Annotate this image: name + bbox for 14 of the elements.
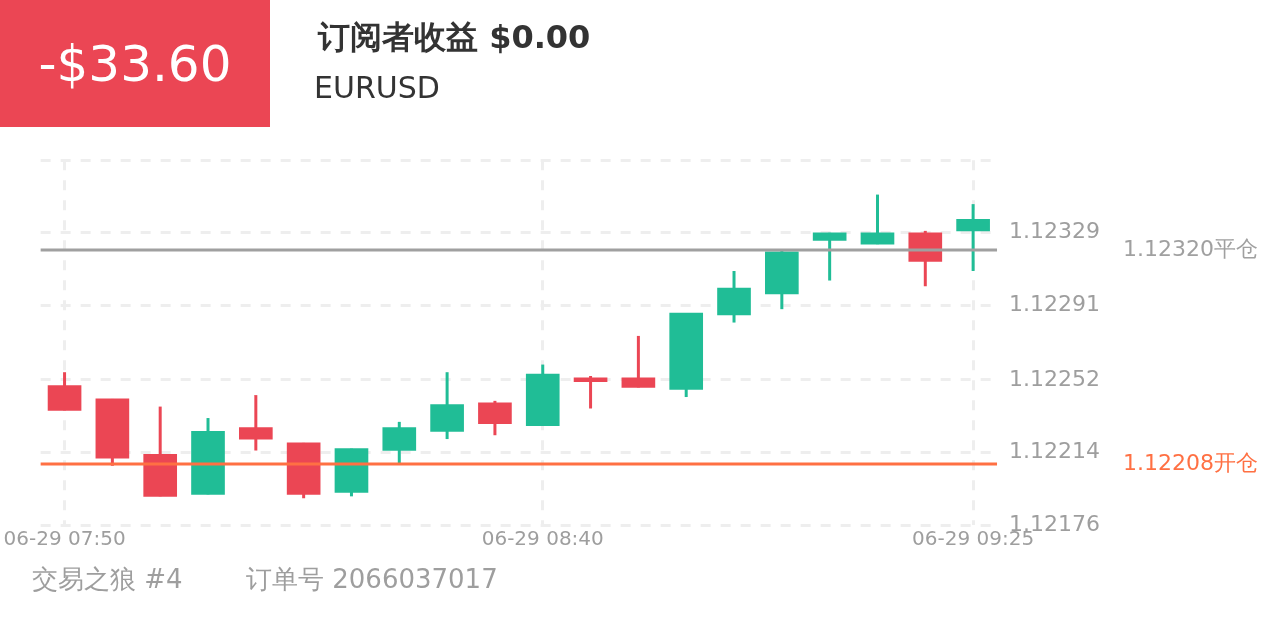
y-tick-label: 1.12252 — [1009, 365, 1101, 391]
x-tick-label: 06-29 08:40 — [481, 526, 604, 551]
candlestick — [956, 204, 990, 271]
y-tick-label: 1.12214 — [1009, 438, 1101, 464]
y-tick-label: 1.12329 — [1009, 218, 1101, 244]
ref-line-label: 1.12208开仓 — [1123, 449, 1258, 475]
text: -$33.60 — [0, 0, 270, 127]
text: 交易之狼 #4 — [32, 563, 183, 596]
ref-line-label: 1.12320平仓 — [1123, 235, 1258, 261]
y-tick-label: 1.12291 — [1009, 291, 1101, 317]
text: 订阅者收益 $0.00 — [318, 17, 591, 58]
text: 订单号 2066037017 — [246, 563, 498, 596]
chart-title: EURUSD — [314, 70, 440, 105]
x-tick-label: 06-29 07:50 — [3, 526, 126, 551]
